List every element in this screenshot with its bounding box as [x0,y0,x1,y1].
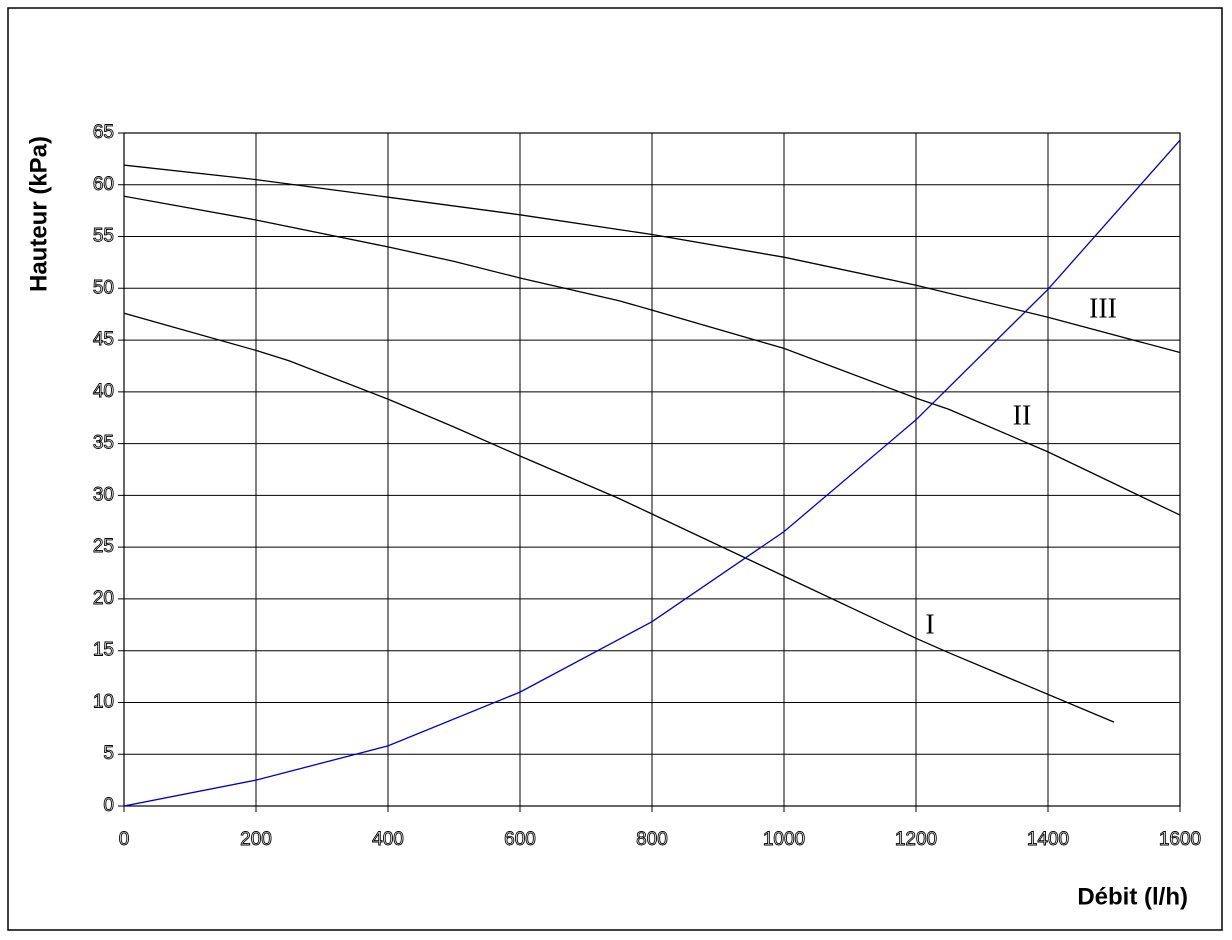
curve-label: II [1013,400,1032,431]
y-tick-label: 45 [93,329,114,350]
curve [123,139,1181,807]
y-tick-label: 10 [93,691,114,712]
x-tick-label: 200 [240,829,272,850]
y-tick-label: 25 [93,536,114,557]
y-tick-label: 20 [93,588,114,609]
curve [123,195,1181,516]
y-axis-title: Hauteur (kPa) [25,136,52,292]
curve [123,164,1181,354]
y-tick-label: 30 [93,484,114,505]
x-tick-label: 0 [119,829,130,850]
x-tick-label: 600 [504,829,536,850]
y-tick-label: 55 [93,226,114,247]
frame [7,7,1223,931]
y-tick-label: 5 [103,743,114,764]
x-tick-label: 400 [372,829,404,850]
y-tick-label: 35 [93,433,114,454]
x-tick-label: 1400 [1027,829,1069,850]
y-tick-label: 0 [103,795,114,816]
curve-label: I [925,609,934,640]
plot-area [123,132,1181,807]
y-tick-label: 60 [93,174,114,195]
x-axis-title: Débit (l/h) [1077,883,1188,910]
y-tick-label: 15 [93,640,114,661]
x-tick-label: 800 [636,829,668,850]
curve [123,312,1115,723]
x-tick-label: 1600 [1159,829,1201,850]
curve-label: III [1089,293,1117,324]
y-tick-label: 40 [93,381,114,402]
x-tick-label: 1200 [895,829,937,850]
x-tick-label: 1000 [763,829,805,850]
y-tick-label: 50 [93,277,114,298]
y-tick-label: 65 [93,122,114,143]
